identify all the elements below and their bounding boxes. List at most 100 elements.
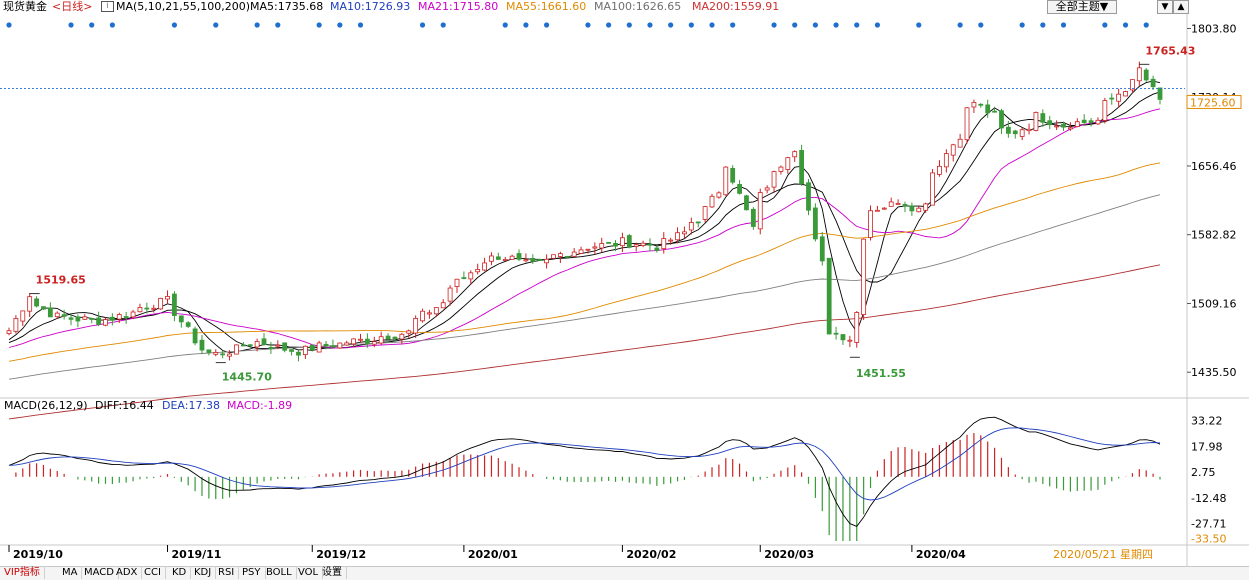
candle[interactable] bbox=[1150, 78, 1156, 88]
candle[interactable] bbox=[682, 231, 687, 235]
candle[interactable] bbox=[427, 312, 432, 315]
candle[interactable] bbox=[978, 103, 984, 106]
event-dot[interactable] bbox=[1019, 22, 1025, 28]
candle[interactable] bbox=[971, 102, 977, 108]
candle[interactable] bbox=[13, 318, 19, 332]
indicator-tab[interactable]: KD bbox=[168, 566, 192, 579]
candle[interactable] bbox=[489, 255, 494, 262]
theme-dropdown-button[interactable]: 全部主题▼ bbox=[1047, 0, 1117, 14]
scroll-down-icon[interactable]: ▼ bbox=[1157, 0, 1173, 14]
candle[interactable] bbox=[213, 351, 219, 355]
candle[interactable] bbox=[737, 184, 742, 194]
candle[interactable] bbox=[192, 328, 198, 344]
candle[interactable] bbox=[930, 172, 935, 206]
candle[interactable] bbox=[447, 287, 453, 302]
event-dot[interactable] bbox=[978, 22, 984, 28]
event-dot[interactable] bbox=[709, 22, 715, 28]
candle[interactable] bbox=[371, 341, 377, 345]
candle[interactable] bbox=[1088, 120, 1094, 123]
event-dot[interactable] bbox=[647, 22, 653, 28]
event-dot[interactable] bbox=[626, 22, 632, 28]
event-dot[interactable] bbox=[606, 22, 612, 28]
candle[interactable] bbox=[358, 338, 363, 341]
candle[interactable] bbox=[420, 310, 425, 322]
candle[interactable] bbox=[909, 205, 915, 212]
candle[interactable] bbox=[599, 243, 605, 249]
candle[interactable] bbox=[351, 338, 357, 345]
candle[interactable] bbox=[227, 353, 232, 357]
event-dot[interactable] bbox=[854, 22, 860, 28]
candle[interactable] bbox=[247, 344, 253, 347]
candle[interactable] bbox=[943, 153, 949, 168]
candle[interactable] bbox=[895, 202, 901, 205]
candle[interactable] bbox=[206, 349, 212, 353]
candle[interactable] bbox=[730, 167, 736, 183]
candle[interactable] bbox=[1061, 123, 1066, 128]
event-dot[interactable] bbox=[957, 22, 963, 28]
candle[interactable] bbox=[1116, 93, 1122, 102]
candle[interactable] bbox=[585, 248, 591, 251]
candle[interactable] bbox=[744, 195, 749, 211]
event-dot[interactable] bbox=[89, 22, 95, 28]
candle[interactable] bbox=[144, 307, 150, 310]
candle[interactable] bbox=[1130, 79, 1135, 91]
candle[interactable] bbox=[675, 232, 680, 241]
candle[interactable] bbox=[1040, 113, 1046, 123]
candle[interactable] bbox=[757, 192, 763, 230]
ma-params-label[interactable]: MA(5,10,21,55,100,200) bbox=[116, 0, 250, 13]
candle[interactable] bbox=[606, 241, 612, 244]
indicator-tab[interactable]: RSI bbox=[214, 566, 240, 579]
candle[interactable] bbox=[812, 207, 818, 240]
candle[interactable] bbox=[296, 351, 301, 356]
candle[interactable] bbox=[923, 203, 929, 211]
candle[interactable] bbox=[116, 314, 122, 320]
period-label[interactable]: <日线> bbox=[52, 0, 92, 13]
candle[interactable] bbox=[957, 138, 963, 148]
indicator-tab[interactable]: VOL bbox=[294, 566, 324, 579]
candle[interactable] bbox=[151, 307, 157, 310]
candle[interactable] bbox=[1054, 125, 1060, 128]
event-dot[interactable] bbox=[833, 22, 839, 28]
candle[interactable] bbox=[1123, 91, 1128, 97]
candle[interactable] bbox=[172, 293, 177, 316]
candle[interactable] bbox=[220, 353, 226, 356]
event-dot[interactable] bbox=[792, 22, 798, 28]
candle[interactable] bbox=[1109, 97, 1115, 100]
candle[interactable] bbox=[378, 336, 384, 344]
indicator-tab[interactable]: ADX bbox=[112, 566, 143, 579]
candle[interactable] bbox=[385, 335, 391, 340]
candle[interactable] bbox=[551, 254, 556, 259]
candle[interactable] bbox=[275, 344, 281, 347]
candle[interactable] bbox=[240, 344, 246, 347]
candle[interactable] bbox=[868, 210, 873, 238]
event-dot[interactable] bbox=[1102, 22, 1108, 28]
candle[interactable] bbox=[123, 316, 129, 318]
candle[interactable] bbox=[633, 244, 639, 247]
candle[interactable] bbox=[771, 171, 777, 188]
candle[interactable] bbox=[1033, 112, 1039, 131]
candle[interactable] bbox=[509, 255, 515, 260]
event-dot[interactable] bbox=[812, 22, 818, 28]
candle[interactable] bbox=[323, 343, 329, 347]
event-dot[interactable] bbox=[1040, 22, 1046, 28]
candle[interactable] bbox=[316, 342, 322, 353]
candle[interactable] bbox=[620, 237, 625, 247]
candle[interactable] bbox=[433, 307, 439, 315]
indicator-tab[interactable]: MA bbox=[58, 566, 83, 579]
candle[interactable] bbox=[199, 339, 205, 351]
event-dot[interactable] bbox=[275, 22, 281, 28]
candle[interactable] bbox=[819, 236, 825, 262]
candle[interactable] bbox=[1136, 67, 1142, 82]
candle[interactable] bbox=[1074, 121, 1080, 127]
candle[interactable] bbox=[440, 302, 446, 309]
candle[interactable] bbox=[861, 238, 867, 315]
candle[interactable] bbox=[764, 187, 770, 191]
candle[interactable] bbox=[557, 253, 563, 257]
candle[interactable] bbox=[96, 317, 101, 325]
candle[interactable] bbox=[826, 257, 832, 335]
event-dot[interactable] bbox=[6, 22, 12, 28]
candle[interactable] bbox=[640, 242, 646, 246]
candle[interactable] bbox=[937, 165, 942, 175]
candle[interactable] bbox=[750, 208, 756, 227]
